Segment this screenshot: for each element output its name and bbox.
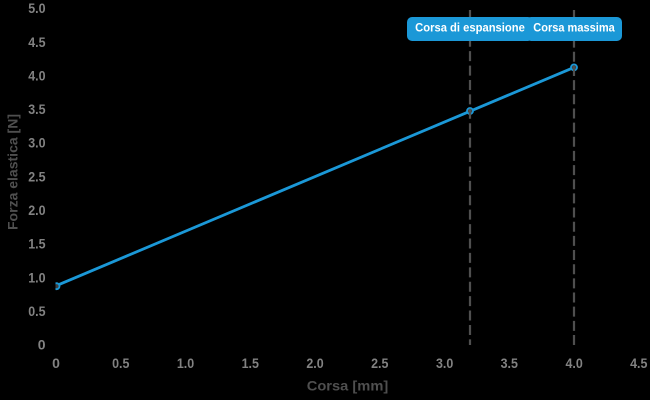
svg-text:2.0: 2.0 xyxy=(306,355,323,371)
svg-text:5.0: 5.0 xyxy=(28,0,45,16)
svg-text:Forza elastica [N]: Forza elastica [N] xyxy=(5,114,21,230)
svg-text:0: 0 xyxy=(52,355,60,371)
svg-text:0.5: 0.5 xyxy=(28,303,45,319)
svg-text:2.0: 2.0 xyxy=(28,202,45,218)
svg-text:Corsa di espansione: Corsa di espansione xyxy=(415,21,525,35)
svg-text:Corsa [mm]: Corsa [mm] xyxy=(307,378,389,394)
svg-text:1.0: 1.0 xyxy=(177,355,194,371)
svg-text:0: 0 xyxy=(38,337,46,353)
svg-text:2.5: 2.5 xyxy=(28,168,45,184)
svg-text:1.0: 1.0 xyxy=(28,269,45,285)
svg-text:4.0: 4.0 xyxy=(28,67,45,83)
svg-text:1.5: 1.5 xyxy=(28,236,45,252)
svg-text:4.5: 4.5 xyxy=(28,34,45,50)
svg-text:3.5: 3.5 xyxy=(501,355,518,371)
svg-text:4.0: 4.0 xyxy=(565,355,582,371)
svg-text:1.5: 1.5 xyxy=(242,355,259,371)
svg-text:0.5: 0.5 xyxy=(112,355,129,371)
svg-text:Corsa massima: Corsa massima xyxy=(533,21,615,35)
svg-text:4.5: 4.5 xyxy=(630,355,647,371)
svg-text:3.0: 3.0 xyxy=(436,355,453,371)
svg-text:3.0: 3.0 xyxy=(28,135,45,151)
svg-text:3.5: 3.5 xyxy=(28,101,45,117)
svg-text:2.5: 2.5 xyxy=(371,355,388,371)
